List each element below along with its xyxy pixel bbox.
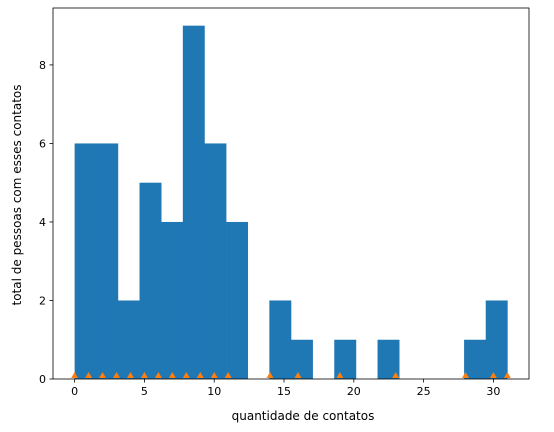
x-tick-label: 5 bbox=[141, 385, 148, 398]
x-tick-label: 10 bbox=[207, 385, 221, 398]
contact-marker bbox=[392, 372, 400, 378]
contact-marker bbox=[154, 372, 162, 378]
contact-marker bbox=[113, 372, 121, 378]
contact-marker bbox=[210, 372, 218, 378]
histogram-bar bbox=[269, 300, 292, 379]
contact-marker bbox=[85, 372, 93, 378]
y-tick-label: 0 bbox=[39, 373, 46, 386]
x-axis-label: quantidade de contatos bbox=[232, 409, 375, 423]
histogram-bars bbox=[74, 25, 508, 380]
histogram-bar bbox=[377, 339, 400, 379]
contact-marker bbox=[168, 372, 176, 378]
histogram-bar bbox=[182, 25, 205, 380]
y-tick-label: 8 bbox=[39, 59, 46, 72]
histogram-bar bbox=[117, 300, 140, 379]
histogram-bar bbox=[139, 182, 162, 379]
contact-marker bbox=[126, 372, 134, 378]
histogram-bar bbox=[464, 339, 487, 379]
contact-markers bbox=[71, 372, 511, 378]
plot-frame bbox=[52, 7, 530, 380]
x-tick-label: 15 bbox=[277, 385, 291, 398]
contact-marker bbox=[99, 372, 107, 378]
y-tick-label: 6 bbox=[39, 137, 46, 150]
histogram-bar bbox=[226, 221, 249, 379]
contact-marker bbox=[182, 372, 190, 378]
histogram-bar bbox=[161, 221, 184, 379]
y-axis-label: total de pessoas com esses contatos bbox=[10, 84, 24, 305]
histogram-bar bbox=[291, 339, 313, 379]
x-tick-label: 25 bbox=[417, 385, 431, 398]
y-tick-label: 2 bbox=[39, 294, 46, 307]
contact-marker bbox=[336, 372, 344, 378]
x-tick-label: 20 bbox=[347, 385, 361, 398]
contact-marker bbox=[71, 372, 79, 378]
histogram-bar bbox=[96, 143, 119, 379]
x-tick-label: 0 bbox=[71, 385, 78, 398]
x-tick-label: 30 bbox=[486, 385, 500, 398]
y-axis-ticks: 0 2 4 6 8 bbox=[39, 59, 53, 386]
histogram-bar bbox=[74, 143, 97, 379]
histogram-bar bbox=[204, 143, 227, 379]
x-axis-ticks: 0 5 10 15 20 25 30 bbox=[71, 379, 500, 398]
histogram-bar bbox=[334, 339, 357, 379]
contact-marker bbox=[503, 372, 511, 378]
contact-marker bbox=[489, 372, 497, 378]
contact-marker bbox=[461, 372, 469, 378]
contact-marker bbox=[140, 372, 148, 378]
histogram-bar bbox=[485, 300, 508, 379]
y-tick-label: 4 bbox=[39, 216, 46, 229]
contact-marker bbox=[224, 372, 232, 378]
contact-marker bbox=[294, 372, 302, 378]
contact-marker bbox=[266, 372, 274, 378]
contact-marker bbox=[196, 372, 204, 378]
